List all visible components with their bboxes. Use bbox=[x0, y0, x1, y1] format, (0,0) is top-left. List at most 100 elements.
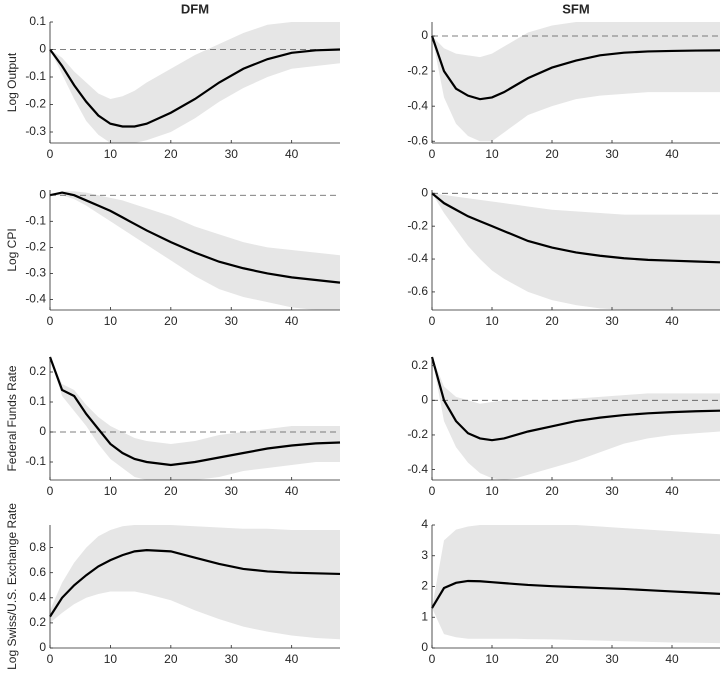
x-tick-label: 30 bbox=[605, 314, 619, 328]
x-tick-label: 10 bbox=[485, 484, 499, 498]
y-tick-label: -0.1 bbox=[25, 69, 46, 83]
panel: 0.20-0.2-0.40 10 20 30 40 bbox=[407, 356, 721, 498]
y-tick-label: 0 bbox=[421, 28, 428, 42]
y-tick-label: 2 bbox=[421, 579, 428, 593]
x-tick-label: 30 bbox=[225, 652, 239, 666]
y-tick-label: 0.2 bbox=[411, 358, 428, 372]
y-tick-label: 0.2 bbox=[29, 615, 46, 629]
y-tick-label: 0.4 bbox=[29, 590, 46, 604]
y-tick-label: 0 bbox=[39, 42, 46, 56]
y-tick-label: -0.2 bbox=[407, 427, 428, 441]
y-tick-label: -0.2 bbox=[25, 240, 46, 254]
y-tick-label: 1 bbox=[421, 609, 428, 623]
y-axis-label: Federal Funds Rate bbox=[5, 365, 19, 471]
x-tick-label: 10 bbox=[104, 652, 118, 666]
x-tick-label: 10 bbox=[485, 314, 499, 328]
y-tick-label: 0.8 bbox=[29, 540, 46, 554]
y-tick-label: 0.1 bbox=[29, 394, 46, 408]
x-tick-label: 0 bbox=[429, 484, 436, 498]
panel: 0 -0.2 -0.4 -0.6 0 10 20 30 40 bbox=[407, 185, 721, 328]
confidence-band bbox=[432, 22, 720, 142]
x-tick-label: 20 bbox=[164, 314, 178, 328]
x-tick-label: 30 bbox=[225, 314, 239, 328]
y-tick-label: -0.3 bbox=[25, 266, 46, 280]
x-tick-label: 20 bbox=[164, 484, 178, 498]
response-line bbox=[48, 356, 341, 467]
y-tick-label: -0.2 bbox=[407, 218, 428, 232]
x-tick-label: 30 bbox=[605, 147, 619, 161]
y-tick-label: -0.4 bbox=[25, 292, 46, 306]
y-tick-label: -0.2 bbox=[25, 97, 46, 111]
y-tick-label: 3 bbox=[421, 548, 428, 562]
y-tick-label: -0.1 bbox=[25, 454, 46, 468]
y-tick-label: 0 bbox=[39, 187, 46, 201]
x-tick-label: 40 bbox=[665, 652, 679, 666]
panel-title: DFM bbox=[181, 1, 209, 16]
y-tick-label: -0.6 bbox=[407, 133, 428, 147]
x-tick-label: 40 bbox=[285, 314, 299, 328]
x-tick-label: 10 bbox=[104, 147, 118, 161]
response-line bbox=[431, 192, 721, 264]
y-tick-label: 4 bbox=[421, 517, 428, 531]
y-tick-label: -0.4 bbox=[407, 251, 428, 265]
x-tick-label: 40 bbox=[665, 484, 679, 498]
confidence-band bbox=[50, 525, 340, 640]
x-tick-label: 30 bbox=[605, 484, 619, 498]
x-tick-label: 0 bbox=[429, 652, 436, 666]
x-tick-label: 40 bbox=[665, 314, 679, 328]
x-tick-label: 10 bbox=[104, 484, 118, 498]
x-tick-label: 30 bbox=[225, 484, 239, 498]
x-tick-label: 20 bbox=[545, 484, 559, 498]
y-tick-label: -0.4 bbox=[407, 98, 428, 112]
panel: 0.2 0.1 0 -0.1 0 10 20 30 40 Federal Funds Rate bbox=[5, 356, 341, 498]
y-axis-label: Log CPI bbox=[5, 228, 19, 271]
response-line bbox=[430, 35, 721, 101]
panel: 0 0.2 0.4 0.6 0.8 0 10 20 30 40 Log Swiss/U.S. Exc… bbox=[5, 503, 341, 670]
x-tick-label: 20 bbox=[545, 652, 559, 666]
y-axis-label: Log Swiss/U.S. Exchange Rate bbox=[5, 503, 19, 670]
x-tick-label: 10 bbox=[485, 652, 499, 666]
response-line bbox=[431, 579, 721, 609]
response-line bbox=[49, 191, 341, 284]
x-tick-label: 20 bbox=[164, 652, 178, 666]
x-tick-label: 0 bbox=[429, 314, 436, 328]
y-tick-label: 0 bbox=[39, 640, 46, 654]
x-tick-label: 20 bbox=[545, 147, 559, 161]
y-tick-label: -0.2 bbox=[407, 63, 428, 77]
confidence-band bbox=[50, 191, 340, 310]
x-tick-label: 40 bbox=[665, 147, 679, 161]
y-tick-label: 0.1 bbox=[29, 14, 46, 28]
x-tick-label: 0 bbox=[47, 652, 54, 666]
y-tick-label: -0.1 bbox=[25, 213, 46, 227]
x-tick-label: 20 bbox=[545, 314, 559, 328]
y-tick-label: 0 bbox=[421, 185, 428, 199]
response-line bbox=[49, 548, 341, 618]
y-tick-label: -0.4 bbox=[407, 462, 428, 476]
y-tick-label: 0 bbox=[421, 640, 428, 654]
confidence-band bbox=[50, 22, 340, 143]
response-line bbox=[430, 356, 721, 442]
confidence-band bbox=[432, 357, 720, 480]
y-tick-label: 0 bbox=[39, 424, 46, 438]
y-tick-label: 0 bbox=[421, 392, 428, 406]
x-tick-label: 40 bbox=[285, 147, 299, 161]
x-tick-label: 30 bbox=[605, 652, 619, 666]
x-tick-label: 10 bbox=[485, 147, 499, 161]
y-axis-label: Log Output bbox=[5, 52, 19, 112]
response-line bbox=[49, 48, 341, 128]
x-tick-label: 20 bbox=[164, 147, 178, 161]
x-tick-label: 30 bbox=[225, 147, 239, 161]
confidence-band bbox=[432, 525, 720, 644]
y-tick-label: 0.6 bbox=[29, 565, 46, 579]
panel-title: SFM bbox=[562, 1, 589, 16]
x-tick-label: 40 bbox=[285, 484, 299, 498]
x-tick-label: 0 bbox=[47, 484, 54, 498]
y-tick-label: 0.2 bbox=[29, 364, 46, 378]
x-tick-label: 0 bbox=[429, 147, 436, 161]
y-tick-label: -0.3 bbox=[25, 124, 46, 138]
y-tick-label: -0.6 bbox=[407, 284, 428, 298]
